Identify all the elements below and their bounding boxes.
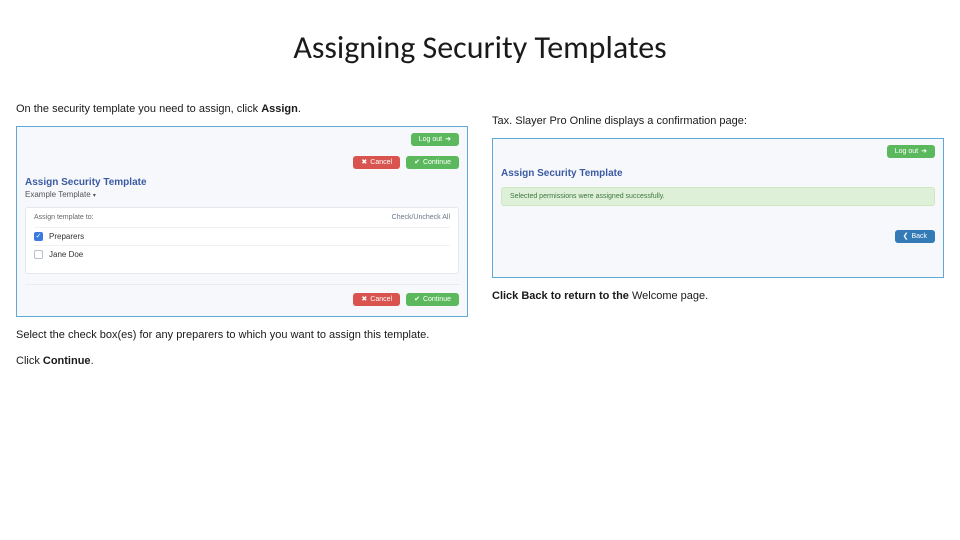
- page-title: Assigning Security Templates: [0, 0, 960, 91]
- check-icon: ✔: [414, 296, 420, 303]
- continue-button-top[interactable]: ✔ Continue: [406, 156, 459, 169]
- assign-panel-subtitle: Example Template ▾: [25, 190, 459, 199]
- success-banner: Selected permissions were assigned succe…: [501, 187, 935, 206]
- logout-icon: ➜: [445, 136, 451, 143]
- left-step2b: Click Continue.: [16, 353, 468, 370]
- left-intro-post: .: [298, 103, 301, 115]
- left-screenshot: Log out ➜ ✖ Cancel ✔ Continue Assign Sec…: [16, 126, 468, 317]
- back-button[interactable]: ❮ Back: [895, 230, 935, 243]
- right-step-tail: Welcome page.: [632, 290, 708, 302]
- cancel-label-top: Cancel: [370, 159, 392, 166]
- back-label: Back: [911, 233, 927, 240]
- left-step2b-post: .: [91, 355, 94, 367]
- assign-panel-title-right: Assign Security Template: [501, 168, 935, 179]
- continue-label-bottom: Continue: [423, 296, 451, 303]
- left-step2a: Select the check box(es) for any prepare…: [16, 327, 468, 344]
- subtitle-text: Example Template: [25, 190, 91, 199]
- list-item-label: Jane Doe: [49, 250, 83, 259]
- left-step2b-bold: Continue: [43, 355, 91, 367]
- logout-icon: ➜: [921, 148, 927, 155]
- left-column: On the security template you need to ass…: [16, 91, 468, 378]
- continue-label-top: Continue: [423, 159, 451, 166]
- right-column: Tax. Slayer Pro Online displays a confir…: [492, 91, 944, 378]
- right-step: Click Back to return to the Welcome page…: [492, 288, 944, 305]
- list-item-label: Preparers: [49, 232, 84, 241]
- cancel-button-top[interactable]: ✖ Cancel: [353, 156, 400, 169]
- left-intro-pre: On the security template you need to ass…: [16, 103, 261, 115]
- assign-panel-title: Assign Security Template: [25, 177, 459, 188]
- right-step-bold: Click Back to return to the: [492, 290, 632, 302]
- right-intro: Tax. Slayer Pro Online displays a confir…: [492, 113, 944, 130]
- list-item[interactable]: Jane Doe: [34, 245, 450, 263]
- assign-card: Assign template to: Check/Uncheck All Pr…: [25, 207, 459, 274]
- card-label: Assign template to:: [34, 214, 94, 221]
- left-step2b-pre: Click: [16, 355, 43, 367]
- list-item[interactable]: Preparers: [34, 227, 450, 245]
- right-screenshot: Log out ➜ Assign Security Template Selec…: [492, 138, 944, 278]
- cancel-button-bottom[interactable]: ✖ Cancel: [353, 293, 400, 306]
- logout-label: Log out: [419, 136, 442, 143]
- chevron-down-icon: ▾: [93, 193, 96, 199]
- check-icon: ✔: [414, 159, 420, 166]
- cancel-icon: ✖: [361, 159, 367, 166]
- cancel-label-bottom: Cancel: [370, 296, 392, 303]
- chevron-left-icon: ❮: [903, 233, 909, 240]
- left-intro-bold: Assign: [261, 103, 298, 115]
- left-intro: On the security template you need to ass…: [16, 101, 468, 118]
- continue-button-bottom[interactable]: ✔ Continue: [406, 293, 459, 306]
- checkbox-janedoe[interactable]: [34, 250, 43, 259]
- logout-label-right: Log out: [895, 148, 918, 155]
- cancel-icon: ✖: [361, 296, 367, 303]
- checkbox-preparers[interactable]: [34, 232, 43, 241]
- toggle-all-link[interactable]: Check/Uncheck All: [392, 214, 450, 221]
- logout-button-right[interactable]: Log out ➜: [887, 145, 935, 158]
- logout-button[interactable]: Log out ➜: [411, 133, 459, 146]
